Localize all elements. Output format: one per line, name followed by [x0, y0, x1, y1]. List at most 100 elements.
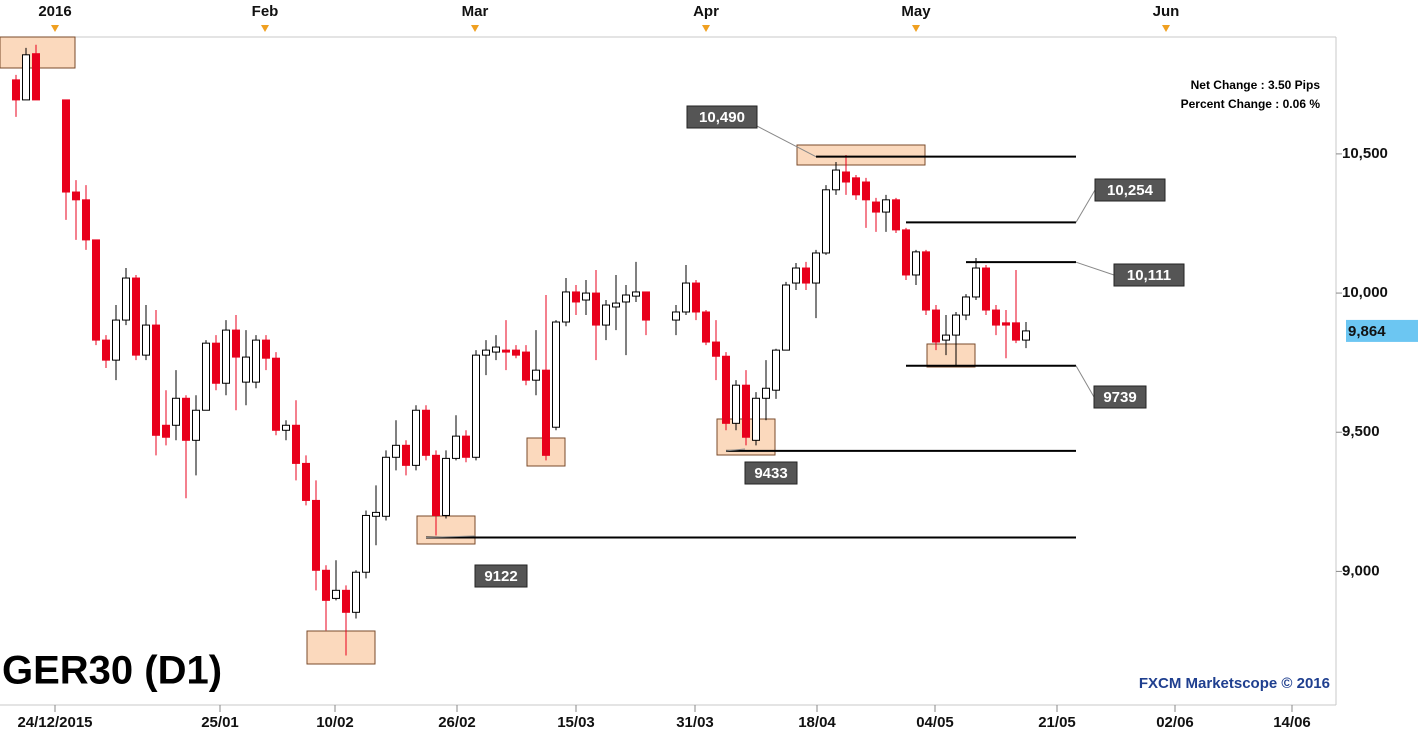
- candle-body: [212, 342, 220, 384]
- y-tick-label: 9,500: [1342, 423, 1380, 440]
- net-change: Net Change : 3.50 Pips: [1191, 78, 1321, 92]
- x-top-marker: [702, 25, 710, 32]
- candle-body: [92, 239, 100, 341]
- x-tick-label: 14/06: [1273, 714, 1311, 731]
- candle-body: [252, 339, 260, 383]
- candle-body: [732, 384, 740, 424]
- candle-body: [22, 54, 30, 101]
- level-label-box: [686, 105, 758, 129]
- zone: [416, 515, 476, 545]
- zone: [926, 343, 976, 368]
- candle-body: [132, 277, 140, 356]
- candle-body: [772, 349, 780, 391]
- candle-body: [32, 53, 40, 101]
- level-leader: [754, 124, 817, 158]
- level-label: 9739: [1103, 389, 1136, 406]
- x-top-marker: [912, 25, 920, 32]
- candle-body: [742, 384, 750, 438]
- candle-body: [262, 339, 270, 359]
- level-leader: [425, 535, 476, 538]
- candle-body: [402, 444, 410, 466]
- candle-body: [12, 79, 20, 101]
- candle-body: [782, 284, 790, 351]
- candle-body: [282, 424, 290, 431]
- last-price-box: [1346, 319, 1418, 342]
- candle-body: [122, 277, 130, 321]
- candle-body: [242, 356, 250, 383]
- candle-body: [832, 169, 840, 191]
- candle-body: [172, 397, 180, 426]
- x-top-tick-label: May: [901, 3, 931, 20]
- candle-body: [752, 397, 760, 441]
- x-top-tick-label: Jun: [1153, 3, 1180, 20]
- candle-body: [72, 191, 80, 201]
- candle-body: [362, 514, 370, 573]
- level-leader: [1075, 261, 1115, 276]
- x-top-marker: [261, 25, 269, 32]
- candle-body: [962, 296, 970, 316]
- level-label-box: [1093, 385, 1147, 409]
- candle-body: [432, 454, 440, 516]
- candle-body: [602, 304, 610, 326]
- y-tick-label: 10,000: [1342, 284, 1388, 301]
- candle-body: [492, 346, 500, 353]
- candle-body: [702, 311, 710, 343]
- level-label-box: [474, 564, 528, 588]
- candle-body: [1002, 322, 1010, 326]
- x-top-tick-label: Apr: [693, 3, 719, 20]
- x-tick-label: 15/03: [557, 714, 595, 731]
- x-tick-label: 18/04: [798, 714, 836, 731]
- candle-body: [482, 349, 490, 356]
- candle-body: [352, 571, 360, 613]
- candle-body: [802, 267, 810, 284]
- candle-body: [692, 282, 700, 313]
- candle-body: [582, 292, 590, 301]
- y-tick-label: 9,000: [1342, 562, 1380, 579]
- candle-body: [112, 319, 120, 361]
- x-top-tick-label: 2016: [38, 3, 71, 20]
- candle-body: [1012, 322, 1020, 341]
- candle-body: [462, 435, 470, 458]
- x-top-marker: [1162, 25, 1170, 32]
- candle-body: [152, 324, 160, 436]
- candle-body: [682, 282, 690, 313]
- candle-body: [952, 314, 960, 336]
- candle-body: [452, 435, 460, 459]
- candle-body: [622, 294, 630, 303]
- candle-body: [412, 409, 420, 466]
- candle-body: [502, 349, 510, 353]
- x-tick-label: 25/01: [201, 714, 239, 731]
- x-tick-label: 04/05: [916, 714, 954, 731]
- level-label-box: [1094, 178, 1166, 202]
- candle-body: [642, 291, 650, 321]
- level-label: 10,254: [1107, 182, 1154, 199]
- candle-body: [202, 342, 210, 411]
- candle-body: [822, 189, 830, 254]
- candle-body: [332, 589, 340, 599]
- candle-body: [942, 334, 950, 341]
- x-top-tick-label: Mar: [462, 3, 489, 20]
- candle-body: [82, 199, 90, 241]
- level-leader: [1075, 365, 1095, 398]
- plot-area: [12, 44, 1030, 656]
- candle-body: [162, 424, 170, 438]
- candle-body: [992, 309, 1000, 326]
- x-tick-label: 02/06: [1156, 714, 1194, 731]
- level-label: 9433: [754, 465, 787, 482]
- candle-body: [62, 99, 70, 193]
- candle-body: [192, 409, 200, 441]
- candle-body: [442, 457, 450, 516]
- candle-body: [222, 329, 230, 384]
- x-top-marker: [471, 25, 479, 32]
- candle-body: [312, 499, 320, 571]
- candle-body: [102, 339, 110, 361]
- candle-body: [422, 409, 430, 456]
- candle-body: [182, 397, 190, 441]
- candle-body: [762, 387, 770, 399]
- candle-body: [292, 424, 300, 464]
- level-label: 10,490: [699, 109, 745, 126]
- y-tick-label: 10,500: [1342, 145, 1388, 162]
- candle-body: [852, 177, 860, 196]
- candle-body: [612, 302, 620, 308]
